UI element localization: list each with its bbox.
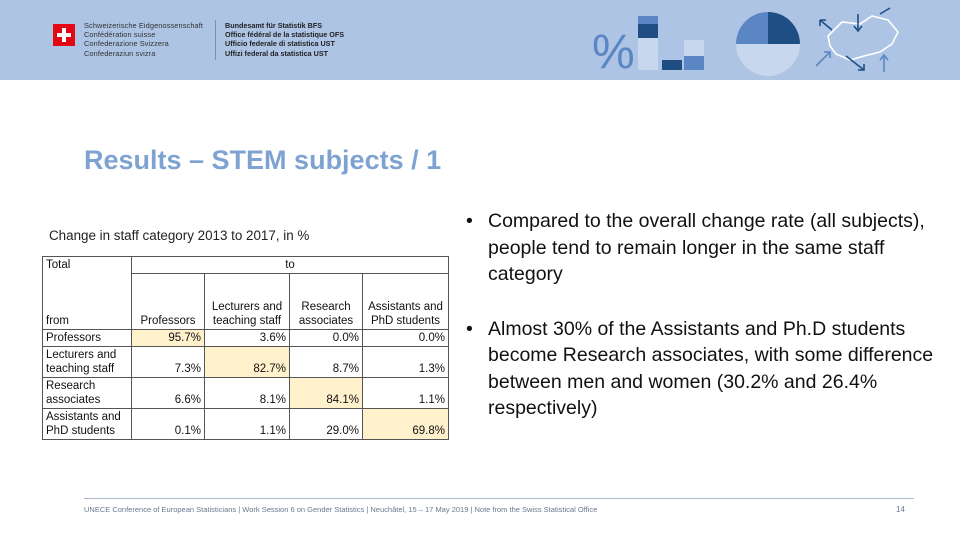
row-label: Lecturers and teaching staff [42,346,132,378]
table-cell: 69.8% [362,408,449,440]
header-graphics: % [592,7,899,79]
pie-chart-icon [736,12,800,76]
table-cell: 1.3% [362,346,449,378]
bullet-text: Compared to the overall change rate (all… [488,210,925,285]
bullet-marker: • [466,317,473,340]
table-cell: 7.3% [131,346,205,378]
corner-label: Total [42,256,132,274]
table-row: Research associates 6.6% 8.1% 84.1% 1.1% [42,377,449,409]
bar-chart-icon [638,16,704,70]
column-header: Lecturers and teaching staff [204,273,290,330]
switzerland-map-icon [815,7,899,72]
column-header: Research associates [289,273,363,330]
table-cell: 8.7% [289,346,363,378]
from-label: from [42,273,132,330]
confederation-line: Schweizerische Eidgenossenschaft [84,21,204,30]
table-cell: 0.0% [362,329,449,347]
bullet-list: • Compared to the overall change rate (a… [466,208,936,422]
table-cell: 82.7% [204,346,290,378]
table-cell: 29.0% [289,408,363,440]
table-cell: 3.6% [204,329,290,347]
office-names: Bundesamt für Statistik BFS Office fédér… [225,21,344,58]
table-cell: 0.1% [131,408,205,440]
confederation-line: Confédération suisse [84,30,156,40]
table-header-row: from Professors Lecturers and teaching s… [42,273,449,330]
table-cell: 1.1% [204,408,290,440]
footer-divider [84,498,914,499]
to-label: to [131,256,449,274]
office-line: Bundesamt für Statistik BFS [225,21,323,30]
office-line: Office fédéral de la statistique OFS [225,30,345,40]
transition-table: Total to from Professors Lecturers and t… [42,256,449,440]
table-cell: 84.1% [289,377,363,409]
table-caption: Change in staff category 2013 to 2017, i… [49,228,310,243]
row-label: Professors [42,329,132,347]
table-row: Lecturers and teaching staff 7.3% 82.7% … [42,346,449,378]
table-cell: 95.7% [131,329,205,347]
header-divider [215,20,216,60]
slide-title: Results – STEM subjects / 1 [84,145,442,175]
bullet-marker: • [466,210,473,232]
column-header: Professors [131,273,205,330]
bullet-item: • Compared to the overall change rate (a… [466,208,936,288]
confederation-line: Confederazione Svizzera [84,39,169,49]
table-header-row: Total to [42,256,449,274]
percent-icon: % [592,26,635,79]
table-row: Professors 95.7% 3.6% 0.0% 0.0% [42,329,449,347]
confederation-names: Schweizerische Eidgenossenschaft Confédé… [84,21,203,58]
footer-text: UNECE Conference of European Statisticia… [84,505,598,514]
office-line: Ufficio federale di statistica UST [225,39,335,49]
office-line: Uffizi federal da statistica UST [225,48,329,58]
confederation-line: Confederaziun svizra [84,48,156,58]
table-cell: 1.1% [362,377,449,409]
table-cell: 8.1% [204,377,290,409]
table-cell: 6.6% [131,377,205,409]
header-band: Schweizerische Eidgenossenschaft Confédé… [0,0,960,80]
bullet-item: • Almost 30% of the Assistants and Ph.D … [466,316,936,422]
row-label: Assistants and PhD students [42,408,132,440]
bullet-text: Almost 30% of the Assistants and Ph.D st… [488,317,934,420]
column-header: Assistants and PhD students [362,273,449,330]
swiss-flag-icon [53,24,75,46]
page-number: 14 [896,505,905,514]
table-row: Assistants and PhD students 0.1% 1.1% 29… [42,408,449,440]
row-label: Research associates [42,377,132,409]
table-cell: 0.0% [289,329,363,347]
